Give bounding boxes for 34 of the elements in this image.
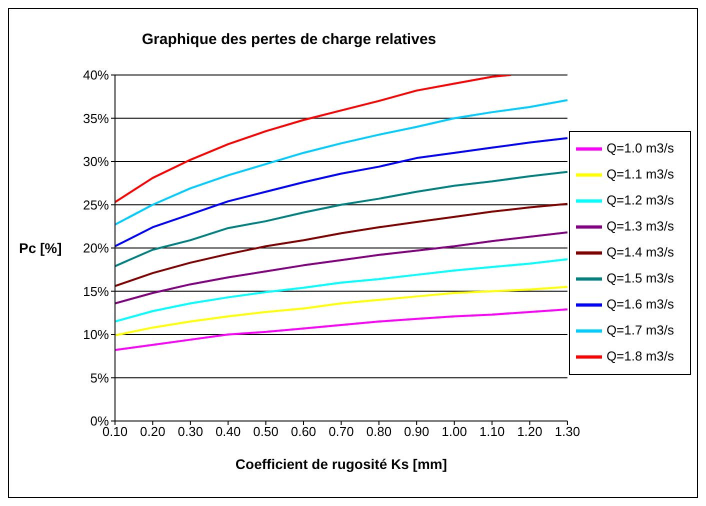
chart-title: Graphique des pertes de charge relatives — [140, 31, 438, 48]
y-tick-label: 25% — [82, 197, 110, 212]
y-tick-label: 35% — [82, 110, 110, 126]
legend-label: Q=1.7 m3/s — [606, 322, 674, 338]
y-tick-label: 15% — [82, 284, 110, 299]
y-axis-title: Pc [%] — [19, 240, 62, 256]
y-tick-label: 10% — [82, 327, 110, 342]
x-tick-label: 1.20 — [517, 424, 542, 440]
x-tick-label: 0.40 — [215, 424, 241, 440]
legend-label: Q=1.6 m3/s — [606, 296, 674, 312]
legend-label: Q=1.5 m3/s — [606, 270, 674, 286]
x-tick-label: 1.30 — [554, 424, 580, 440]
x-tick-label: 0.70 — [328, 424, 354, 440]
x-axis-title: Coefficient de rugosité Ks [mm] — [235, 456, 448, 472]
x-tick-label: 0.90 — [404, 424, 430, 440]
legend-label: Q=1.2 m3/s — [606, 192, 674, 208]
x-tick-label: 0.50 — [253, 424, 278, 440]
legend-label: Q=1.8 m3/s — [606, 348, 674, 364]
line-series — [115, 75, 512, 204]
legend-label: Q=1.0 m3/s — [606, 140, 674, 156]
legend-label: Q=1.1 m3/s — [606, 166, 674, 182]
x-tick-label: 0.60 — [290, 424, 316, 440]
legend-label: Q=1.3 m3/s — [606, 218, 674, 234]
x-tick-label: 0.10 — [102, 424, 128, 440]
y-tick-label: 20% — [82, 240, 110, 256]
y-tick-label: 40% — [82, 68, 110, 83]
x-tick-label: 0.20 — [140, 424, 166, 440]
x-tick-label: 1.10 — [479, 424, 505, 440]
x-tick-label: 0.80 — [366, 424, 392, 440]
y-tick-label: 5% — [90, 370, 110, 386]
x-tick-label: 0.30 — [178, 424, 204, 440]
y-tick-label: 30% — [82, 154, 110, 170]
x-tick-label: 1.00 — [442, 424, 467, 440]
legend-label: Q=1.4 m3/s — [606, 244, 674, 260]
